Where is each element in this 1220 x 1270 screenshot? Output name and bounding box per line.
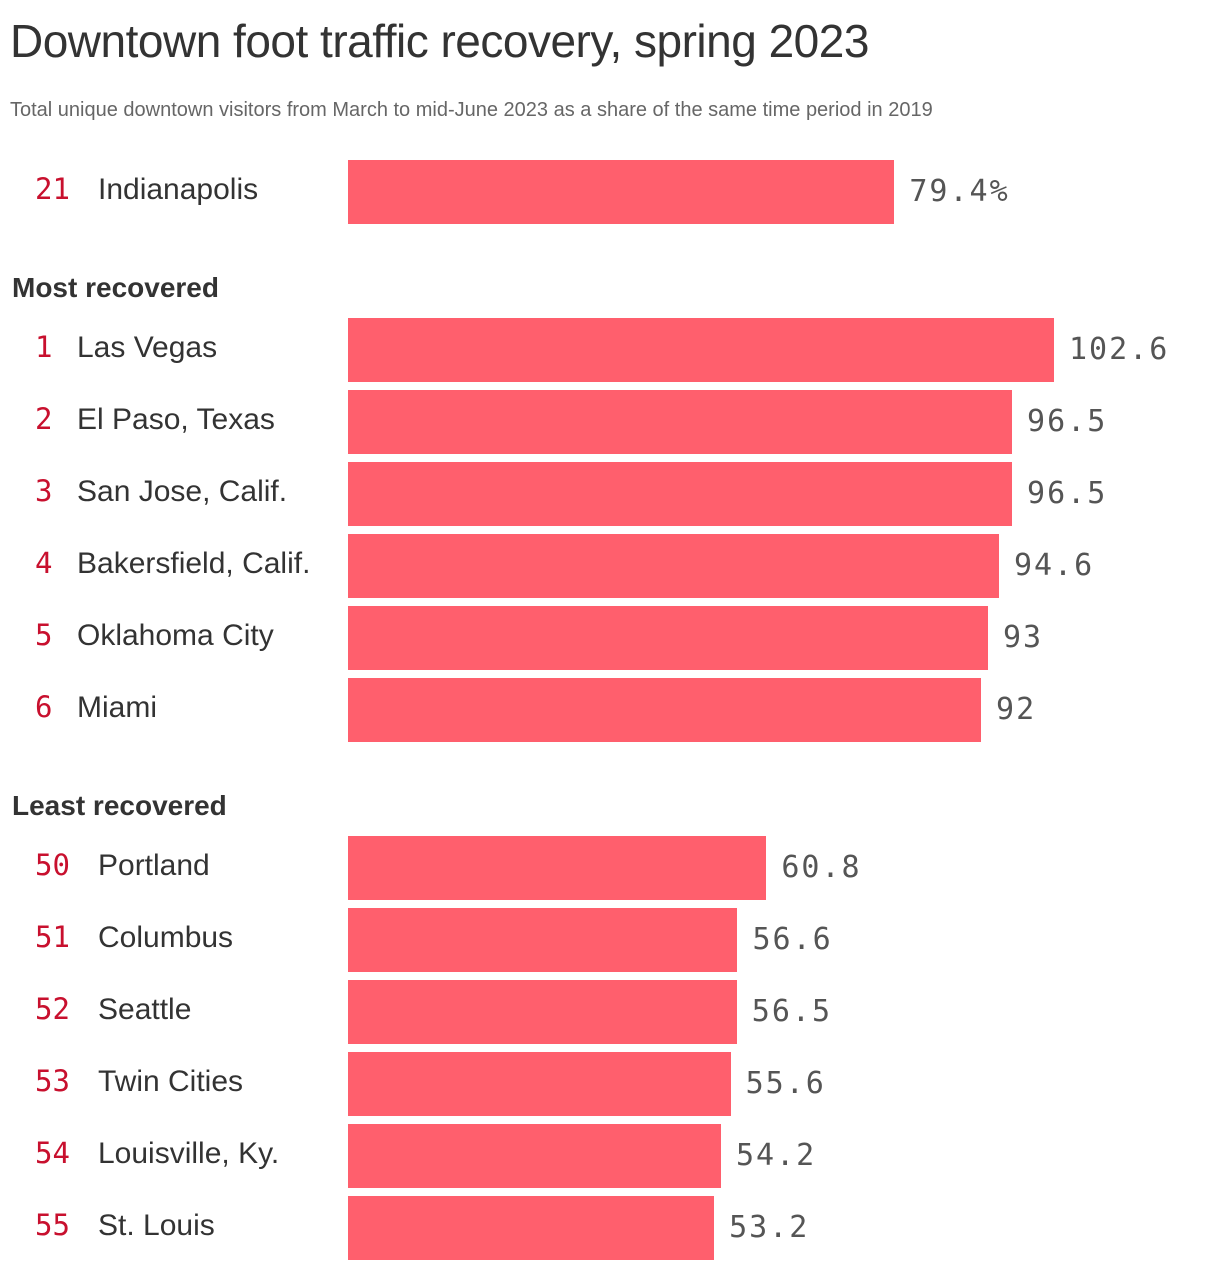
value-label: 92 — [996, 692, 1037, 727]
rank-number: 5 — [35, 618, 53, 652]
city-label: St. Louis — [98, 1209, 215, 1242]
city-label: Oklahoma City — [77, 619, 274, 652]
city-label: Portland — [98, 849, 210, 882]
rank-number: 2 — [35, 402, 53, 436]
bar — [348, 390, 1013, 454]
city-label: San Jose, Calif. — [77, 475, 288, 508]
city-label: Las Vegas — [77, 331, 218, 364]
bar — [348, 318, 1054, 382]
rank-number: 21 — [35, 172, 70, 206]
group-heading: Most recovered — [12, 272, 219, 303]
value-label: 53.2 — [729, 1210, 810, 1245]
value-label: 102.6 — [1069, 332, 1170, 367]
value-label: 55.6 — [745, 1066, 826, 1101]
bar — [348, 534, 999, 598]
rank-number: 53 — [35, 1064, 70, 1098]
bar — [348, 1196, 715, 1260]
rank-number: 6 — [35, 690, 53, 724]
city-label: Miami — [77, 691, 157, 724]
bar — [348, 836, 767, 900]
bar — [348, 1052, 731, 1116]
value-label: 56.5 — [751, 994, 833, 1029]
city-label: Columbus — [98, 921, 234, 954]
value-label: 96.5 — [1027, 404, 1108, 439]
city-label: Bakersfield, Calif. — [77, 547, 311, 580]
rank-number: 52 — [35, 992, 70, 1026]
city-label: Indianapolis — [98, 173, 259, 206]
rank-number: 3 — [35, 474, 53, 508]
bar — [348, 606, 988, 670]
value-label: 54.2 — [735, 1138, 817, 1173]
bar — [348, 678, 982, 742]
rank-number: 50 — [35, 848, 70, 882]
rank-number: 55 — [35, 1208, 70, 1242]
value-label: 94.6 — [1013, 548, 1095, 583]
city-label: El Paso, Texas — [77, 403, 275, 436]
rank-number: 54 — [35, 1136, 70, 1170]
city-label: Twin Cities — [98, 1065, 244, 1098]
chart-title: Downtown foot traffic recovery, spring 2… — [10, 15, 869, 67]
city-label: Louisville, Ky. — [98, 1137, 280, 1170]
value-label: 79.4% — [909, 174, 1010, 209]
value-label: 93 — [1002, 620, 1044, 655]
bar — [348, 160, 895, 224]
rank-number: 51 — [35, 920, 70, 954]
value-label: 96.5 — [1027, 476, 1108, 511]
rank-number: 1 — [35, 330, 53, 364]
chart-subtitle: Total unique downtown visitors from Marc… — [10, 99, 933, 121]
bar — [348, 908, 738, 972]
rank-number: 4 — [35, 546, 53, 580]
bar — [348, 980, 737, 1044]
bar — [348, 462, 1013, 526]
value-label: 56.6 — [752, 922, 833, 957]
bar — [348, 1124, 721, 1188]
group-heading: Least recovered — [12, 790, 227, 821]
city-label: Seattle — [98, 993, 192, 1026]
value-label: 60.8 — [781, 850, 862, 885]
